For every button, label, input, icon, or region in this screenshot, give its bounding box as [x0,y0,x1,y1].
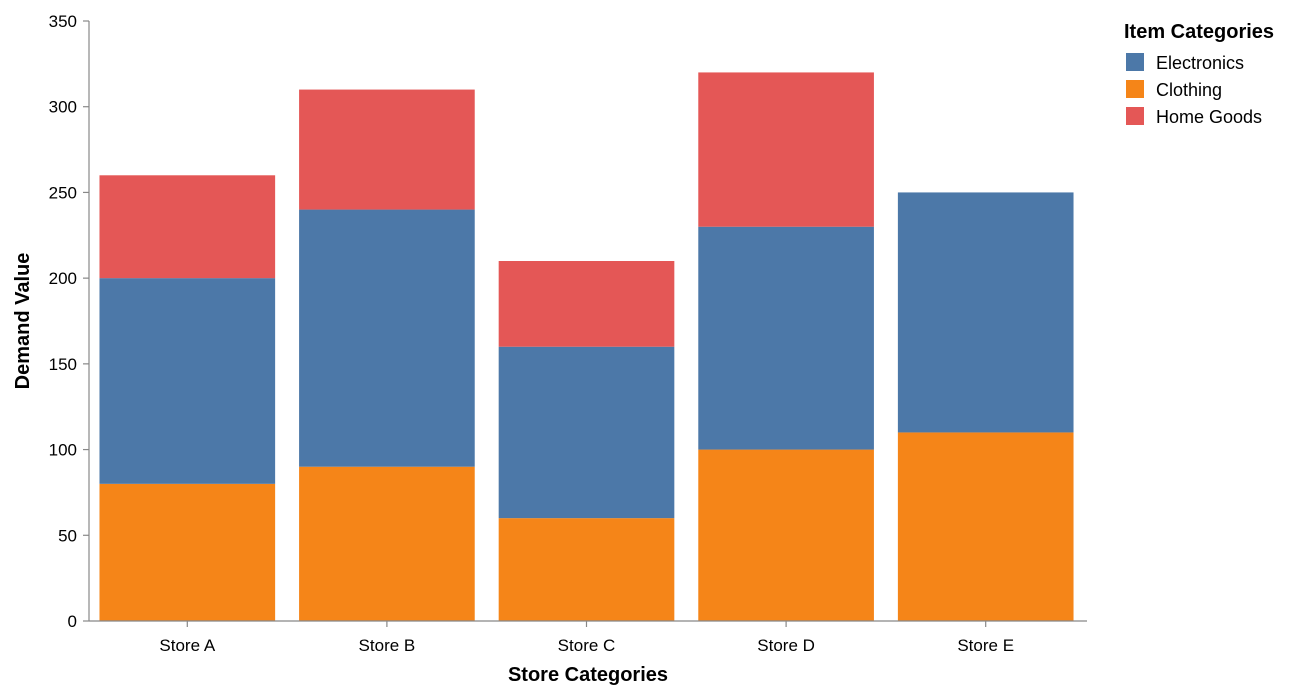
y-tick-label: 150 [49,355,77,374]
x-tick-label: Store C [558,636,616,655]
bar-store-a-home-goods [99,175,276,279]
bar-store-c-electronics [498,346,675,519]
legend-swatch-clothing [1126,80,1144,98]
y-tick-label: 300 [49,98,77,117]
bar-store-c-clothing [498,518,675,621]
bar-store-e-electronics [897,192,1074,433]
y-tick-label: 50 [58,526,77,545]
legend: Item Categories Electronics Clothing Home … [1124,21,1274,127]
y-axis: 0 50 100 150 200 250 300 350 [49,12,90,631]
bar-store-d-clothing [698,449,874,621]
y-tick-label: 250 [49,183,77,202]
x-tick-label: Store B [359,636,416,655]
legend-title: Item Categories [1124,21,1274,43]
bar-store-a-electronics [99,278,276,484]
bar-store-b-electronics [299,209,475,467]
legend-label-clothing: Clothing [1156,80,1222,100]
x-tick-label: Store A [159,636,215,655]
legend-swatch-home-goods [1126,107,1144,125]
y-tick-label: 0 [68,612,77,631]
x-tick-label: Store E [957,636,1014,655]
bar-store-a-clothing [99,483,276,621]
bar-store-d-home-goods [698,72,874,227]
bar-store-e-clothing [897,432,1074,621]
legend-label-electronics: Electronics [1156,53,1244,73]
y-tick-label: 350 [49,12,77,31]
y-axis-title: Demand Value [12,253,34,390]
bar-store-b-clothing [299,466,475,621]
bar-store-b-home-goods [299,89,475,210]
x-tick-label: Store D [757,636,815,655]
legend-swatch-electronics [1126,53,1144,71]
x-axis: Store A Store B Store C Store D Store E [89,620,1087,655]
legend-label-home-goods: Home Goods [1156,107,1262,127]
bar-store-d-electronics [698,226,874,450]
bar-store-c-home-goods [498,261,675,347]
y-tick-label: 200 [49,269,77,288]
bars-layer [99,72,1074,621]
x-axis-title: Store Categories [508,664,668,686]
y-tick-label: 100 [49,441,77,460]
